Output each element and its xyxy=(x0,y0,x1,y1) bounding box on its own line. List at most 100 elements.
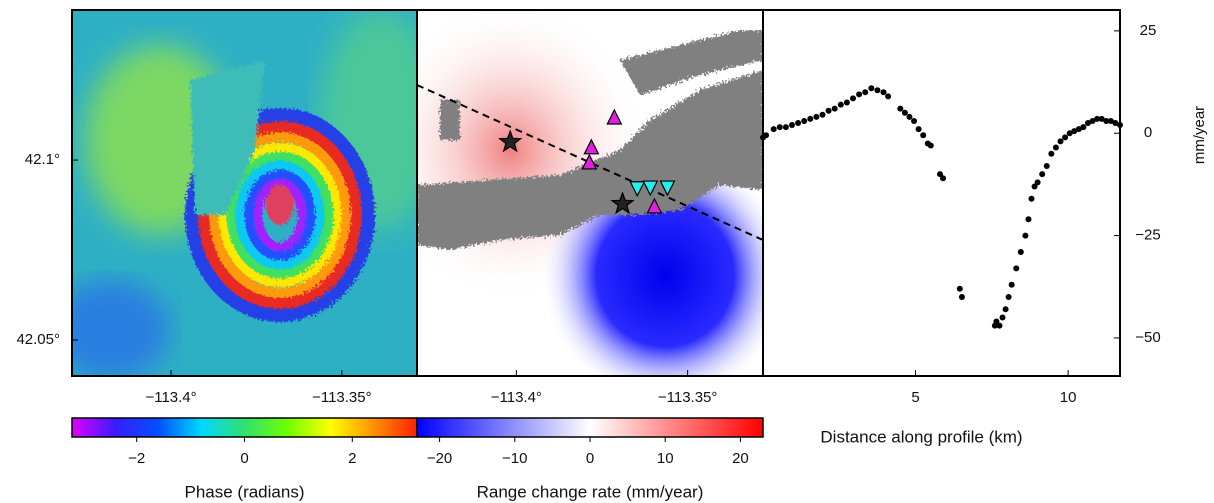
y-tick-label: 42.05° xyxy=(16,331,60,348)
point xyxy=(1034,179,1041,186)
colorbar-tick-label: −10 xyxy=(502,450,527,467)
x-tick-label: 5 xyxy=(911,389,919,406)
point xyxy=(1025,216,1032,223)
point xyxy=(1005,293,1012,300)
point xyxy=(936,171,943,178)
point xyxy=(1066,130,1073,137)
point xyxy=(788,122,795,129)
point xyxy=(906,113,913,120)
point xyxy=(940,175,947,182)
marker-triangle-down xyxy=(629,181,646,198)
phase-image xyxy=(72,10,417,376)
point xyxy=(850,95,857,102)
point xyxy=(843,99,850,106)
point xyxy=(1084,119,1091,126)
point xyxy=(1103,117,1110,124)
profile-line xyxy=(417,84,763,241)
colorbar xyxy=(416,417,764,438)
marker-star xyxy=(498,129,523,153)
point xyxy=(1112,119,1119,126)
point xyxy=(958,293,965,300)
point xyxy=(1089,117,1096,124)
marker-triangle-up xyxy=(646,197,663,214)
y-tick-label: 0 xyxy=(1144,124,1152,141)
x-tick-label: −113.35° xyxy=(658,389,718,406)
point xyxy=(1048,150,1055,157)
point xyxy=(1002,306,1009,313)
point xyxy=(862,89,869,96)
marker-triangle-up xyxy=(606,108,623,125)
point xyxy=(1008,281,1015,288)
point xyxy=(993,318,1000,325)
point xyxy=(901,109,908,116)
point xyxy=(956,285,963,292)
x-tick-label: 10 xyxy=(1060,389,1077,406)
point xyxy=(874,87,881,94)
marker-triangle-up xyxy=(583,138,600,155)
point xyxy=(1107,117,1114,124)
point xyxy=(897,105,904,112)
point xyxy=(819,111,826,118)
point xyxy=(1031,183,1038,190)
point xyxy=(831,105,838,112)
point xyxy=(1075,126,1082,133)
y-axis-label: mm/year xyxy=(1191,106,1208,164)
y-tick-label: −25 xyxy=(1135,227,1160,244)
point xyxy=(1094,115,1101,122)
y-tick-label: 25 xyxy=(1140,22,1157,39)
point xyxy=(807,115,814,122)
point xyxy=(1062,134,1069,141)
point xyxy=(1071,128,1078,135)
colorbar-label: Phase (radians) xyxy=(184,482,304,501)
x-tick-label: −113.35° xyxy=(312,389,372,406)
y-tick-label: −50 xyxy=(1135,329,1160,346)
point xyxy=(1017,248,1024,255)
colorbar-tick-label: 10 xyxy=(657,450,674,467)
colorbar-tick-label: 0 xyxy=(240,450,248,467)
x-axis-label: Distance along profile (km) xyxy=(820,427,1022,446)
point xyxy=(763,132,770,139)
point xyxy=(1057,138,1064,145)
point xyxy=(813,113,820,120)
marker-triangle-up xyxy=(581,153,598,170)
x-tick-label: −113.4° xyxy=(491,389,542,406)
point xyxy=(856,91,863,98)
point xyxy=(1043,162,1050,169)
colorbar-label: Range change rate (mm/year) xyxy=(477,482,704,501)
profile-panel xyxy=(763,10,1120,376)
point xyxy=(927,142,934,149)
marker-triangle-down xyxy=(642,180,659,197)
point xyxy=(795,119,802,126)
point xyxy=(825,107,832,114)
point xyxy=(837,101,844,108)
point xyxy=(1013,265,1020,272)
point xyxy=(915,126,922,133)
point xyxy=(1098,115,1105,122)
point xyxy=(770,126,777,133)
rate-image xyxy=(417,10,763,376)
marker-triangle-down xyxy=(659,180,676,197)
point xyxy=(1028,195,1035,202)
marker-star xyxy=(610,191,635,215)
y-tick-label: 42.1° xyxy=(25,151,60,168)
point xyxy=(801,117,808,124)
point xyxy=(1052,144,1059,151)
point xyxy=(880,89,887,96)
point xyxy=(920,132,927,139)
point xyxy=(911,117,918,124)
colorbar xyxy=(71,417,418,438)
colorbar-tick-label: −20 xyxy=(427,450,452,467)
point xyxy=(1039,171,1046,178)
x-tick-label: −113.4° xyxy=(145,389,196,406)
colorbar-tick-label: 20 xyxy=(732,450,749,467)
point xyxy=(782,124,789,131)
colorbar-tick-label: 0 xyxy=(586,450,594,467)
point xyxy=(996,322,1003,329)
point xyxy=(1080,124,1087,131)
point xyxy=(868,85,875,92)
panel-frame xyxy=(762,9,1121,377)
colorbar-tick-label: 2 xyxy=(348,450,356,467)
point xyxy=(885,93,892,100)
